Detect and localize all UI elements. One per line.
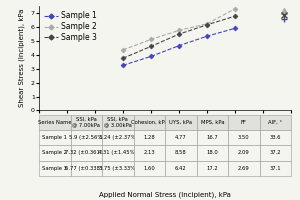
Legend: Sample 1, Sample 2, Sample 3: Sample 1, Sample 2, Sample 3 <box>43 10 99 44</box>
Y-axis label: Shear Stress (Incipient), kPa: Shear Stress (Incipient), kPa <box>19 9 25 107</box>
Text: Applied Normal Stress (Incipient), kPa: Applied Normal Stress (Incipient), kPa <box>99 192 231 198</box>
